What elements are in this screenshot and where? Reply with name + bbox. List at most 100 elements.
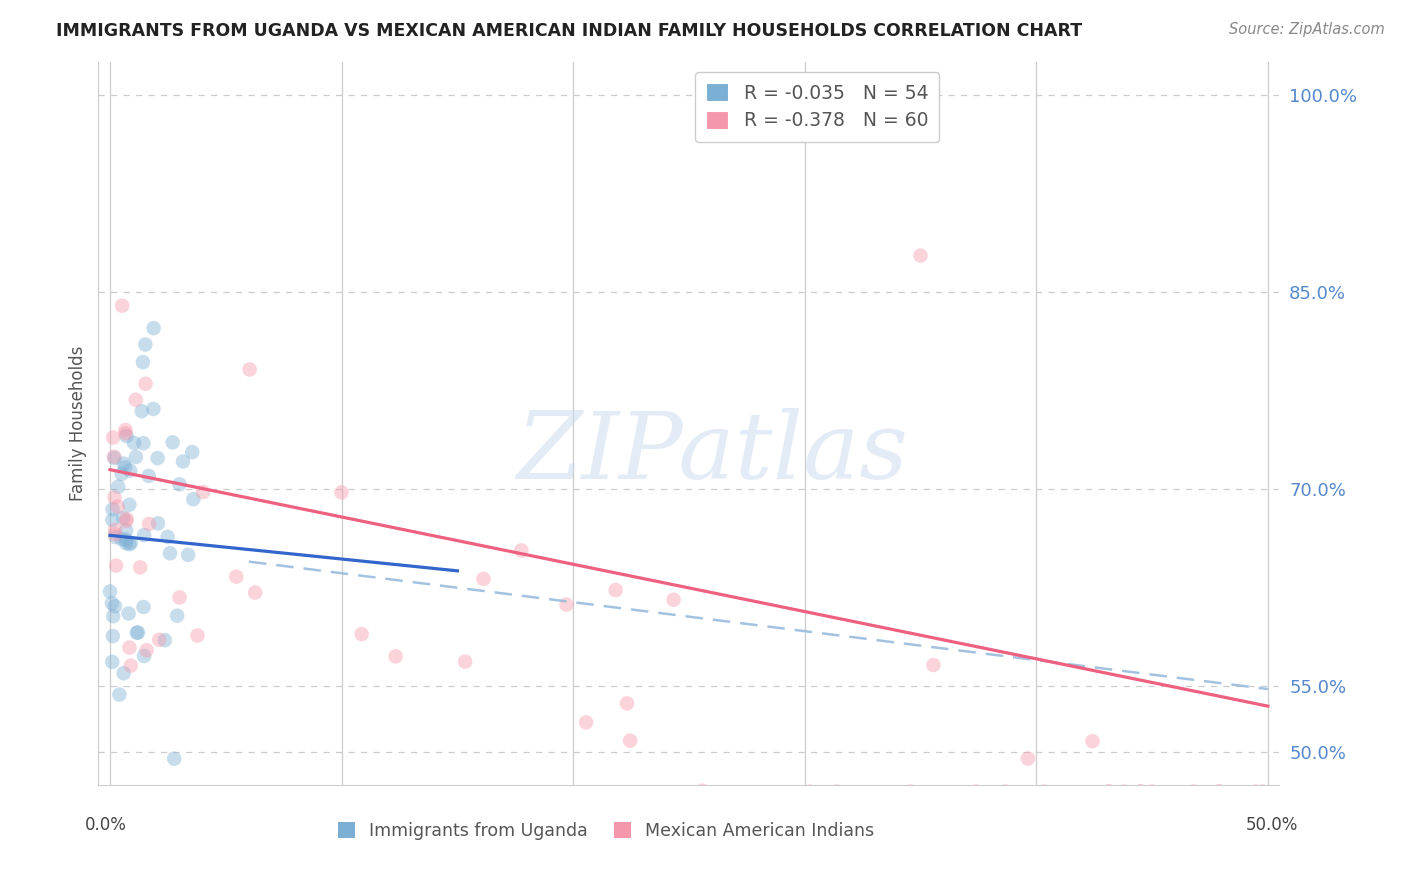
- Point: [131, 404, 153, 418]
- Point: [101, 596, 124, 610]
- Point: [555, 598, 578, 612]
- Point: [1081, 734, 1104, 748]
- Point: [142, 321, 165, 335]
- Point: [125, 450, 148, 464]
- Point: [156, 530, 179, 544]
- Point: [163, 752, 186, 766]
- Point: [169, 591, 191, 605]
- Point: [104, 527, 127, 541]
- Point: [134, 337, 156, 351]
- Text: Source: ZipAtlas.com: Source: ZipAtlas.com: [1229, 22, 1385, 37]
- Point: [1208, 784, 1230, 798]
- Point: [330, 485, 353, 500]
- Point: [135, 643, 157, 657]
- Point: [98, 584, 121, 599]
- Point: [510, 543, 533, 558]
- Point: [112, 510, 135, 524]
- Point: [239, 362, 262, 376]
- Point: [111, 299, 134, 313]
- Text: 0.0%: 0.0%: [84, 816, 127, 834]
- Point: [169, 477, 191, 491]
- Text: ZIPatlas: ZIPatlas: [516, 408, 908, 498]
- Point: [575, 715, 598, 730]
- Point: [134, 528, 156, 542]
- Point: [1182, 784, 1205, 798]
- Point: [994, 784, 1017, 798]
- Point: [132, 436, 155, 450]
- Point: [132, 600, 155, 615]
- Point: [619, 733, 641, 747]
- Point: [146, 451, 169, 466]
- Point: [103, 450, 125, 464]
- Point: [101, 609, 124, 624]
- Point: [1114, 784, 1136, 798]
- Point: [101, 502, 124, 516]
- Point: [965, 784, 987, 798]
- Point: [1033, 784, 1056, 798]
- Point: [1209, 784, 1232, 798]
- Point: [104, 599, 127, 614]
- Point: [122, 436, 145, 450]
- Point: [825, 784, 848, 798]
- Point: [107, 500, 129, 514]
- Point: [115, 523, 138, 537]
- Point: [384, 649, 406, 664]
- Point: [120, 658, 142, 673]
- Point: [115, 514, 138, 528]
- Point: [115, 429, 138, 443]
- Point: [118, 640, 141, 655]
- Point: [115, 533, 138, 547]
- Point: [350, 627, 373, 641]
- Point: [183, 492, 205, 507]
- Point: [1098, 784, 1121, 798]
- Point: [112, 666, 135, 681]
- Point: [922, 657, 945, 672]
- Point: [1129, 784, 1152, 798]
- Point: [172, 454, 194, 468]
- Point: [105, 558, 128, 573]
- Point: [114, 460, 136, 475]
- Point: [799, 784, 821, 798]
- Point: [108, 688, 131, 702]
- Point: [114, 423, 136, 437]
- Point: [135, 376, 157, 391]
- Point: [142, 401, 165, 416]
- Point: [186, 628, 208, 642]
- Point: [120, 464, 142, 478]
- Point: [115, 512, 138, 526]
- Point: [138, 516, 160, 531]
- Point: [1129, 784, 1152, 798]
- Point: [132, 648, 155, 663]
- Text: 50.0%: 50.0%: [1246, 816, 1299, 834]
- Point: [910, 248, 932, 262]
- Point: [120, 536, 142, 550]
- Point: [1251, 784, 1274, 798]
- Point: [166, 608, 188, 623]
- Point: [110, 532, 132, 546]
- Point: [112, 457, 135, 471]
- Legend: Immigrants from Uganda, Mexican American Indians: Immigrants from Uganda, Mexican American…: [329, 814, 883, 848]
- Point: [138, 469, 160, 483]
- Point: [181, 445, 204, 459]
- Point: [127, 625, 149, 640]
- Point: [110, 467, 132, 481]
- Point: [454, 655, 477, 669]
- Point: [146, 516, 169, 531]
- Point: [662, 592, 685, 607]
- Point: [101, 513, 124, 527]
- Point: [1097, 784, 1119, 798]
- Y-axis label: Family Households: Family Households: [69, 346, 87, 501]
- Point: [101, 629, 124, 643]
- Point: [153, 633, 176, 648]
- Point: [118, 537, 141, 551]
- Point: [225, 569, 247, 583]
- Point: [118, 498, 141, 512]
- Point: [125, 392, 148, 407]
- Point: [125, 625, 148, 640]
- Point: [104, 530, 127, 544]
- Point: [148, 632, 170, 647]
- Text: IMMIGRANTS FROM UGANDA VS MEXICAN AMERICAN INDIAN FAMILY HOUSEHOLDS CORRELATION : IMMIGRANTS FROM UGANDA VS MEXICAN AMERIC…: [56, 22, 1083, 40]
- Point: [114, 426, 136, 441]
- Point: [117, 607, 139, 621]
- Point: [162, 435, 184, 450]
